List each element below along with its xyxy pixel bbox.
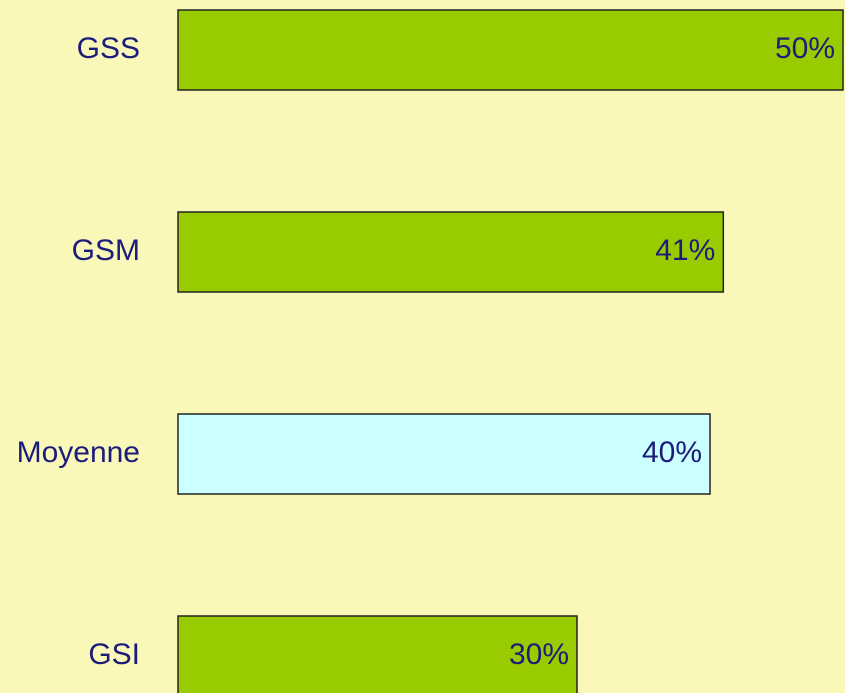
bar <box>177 211 725 293</box>
category-label: GSM <box>72 234 140 267</box>
category-label: GSI <box>88 638 140 671</box>
category-label: GSS <box>77 32 140 65</box>
category-label: Moyenne <box>17 436 140 469</box>
value-label: 40% <box>642 436 702 469</box>
value-label: 50% <box>775 32 835 65</box>
bar <box>177 413 711 495</box>
value-label: 30% <box>509 638 569 671</box>
value-label: 41% <box>655 234 715 267</box>
bar <box>177 615 578 693</box>
bar <box>177 9 844 91</box>
